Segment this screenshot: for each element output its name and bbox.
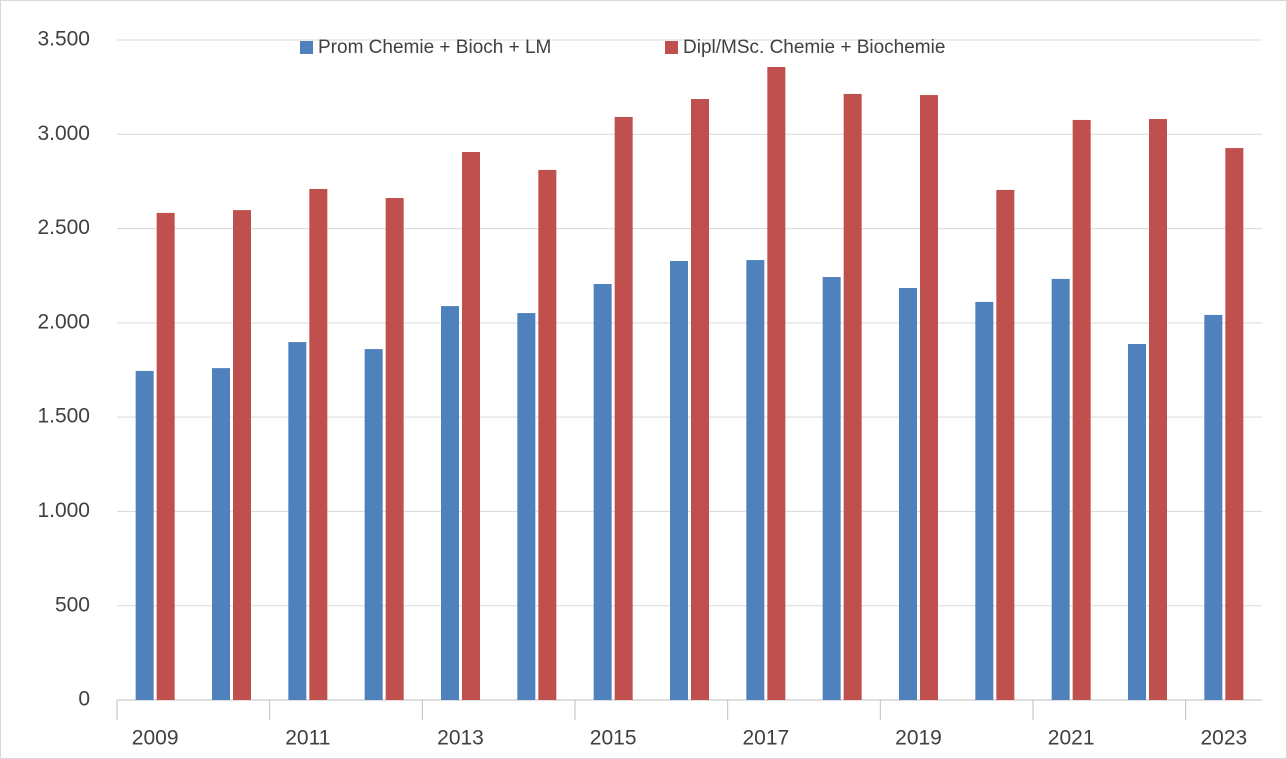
y-tick-label: 0 xyxy=(78,688,90,711)
bar xyxy=(614,116,633,701)
bar xyxy=(156,212,175,701)
bar xyxy=(233,210,251,700)
x-tick-label: 2011 xyxy=(285,727,330,750)
x-tick-label: 2023 xyxy=(1200,727,1247,750)
x-tick-label: 2015 xyxy=(590,727,637,750)
bar xyxy=(1225,148,1244,701)
bar xyxy=(843,93,862,701)
bar xyxy=(1128,343,1146,700)
bar xyxy=(1204,314,1223,700)
bar xyxy=(767,66,786,701)
bar xyxy=(670,261,688,700)
legend-swatch xyxy=(665,41,678,54)
legend-swatch xyxy=(300,41,313,54)
bar xyxy=(462,152,480,701)
bar xyxy=(517,313,536,700)
bar xyxy=(385,198,404,700)
y-tick-label: 2.000 xyxy=(37,310,90,333)
bar xyxy=(822,277,841,700)
legend: Prom Chemie + Bioch + LM Dipl/MSc. Chemie… xyxy=(300,37,945,58)
y-tick-label: 1.000 xyxy=(37,499,90,522)
bar xyxy=(288,342,307,700)
x-tick-label: 2009 xyxy=(132,727,179,750)
x-tick-label: 2019 xyxy=(895,727,942,750)
bar xyxy=(899,287,917,700)
bar xyxy=(441,306,459,700)
y-tick-label: 1.500 xyxy=(37,405,90,428)
bar xyxy=(1072,119,1091,700)
x-tick-label: 2013 xyxy=(437,727,484,750)
y-tick-label: 3.000 xyxy=(37,122,90,145)
y-tick-label: 500 xyxy=(55,593,90,616)
bar xyxy=(996,189,1015,700)
bar xyxy=(746,260,765,700)
bar xyxy=(135,370,154,700)
bar xyxy=(691,99,709,701)
bar xyxy=(364,349,383,700)
x-tick-label: 2017 xyxy=(742,727,789,750)
y-tick-label: 2.500 xyxy=(37,216,90,239)
bar xyxy=(309,188,328,700)
bar xyxy=(593,284,612,700)
bar xyxy=(1149,119,1167,701)
bar xyxy=(538,169,557,700)
bar xyxy=(920,95,938,700)
legend-label: Prom Chemie + Bioch + LM xyxy=(318,37,551,58)
legend-label: Dipl/MSc. Chemie + Biochemie xyxy=(683,37,945,58)
bar xyxy=(1051,278,1070,700)
y-tick-label: 3.500 xyxy=(37,28,90,51)
bar xyxy=(212,368,230,700)
x-tick-label: 2021 xyxy=(1048,727,1095,750)
bar xyxy=(975,301,994,700)
